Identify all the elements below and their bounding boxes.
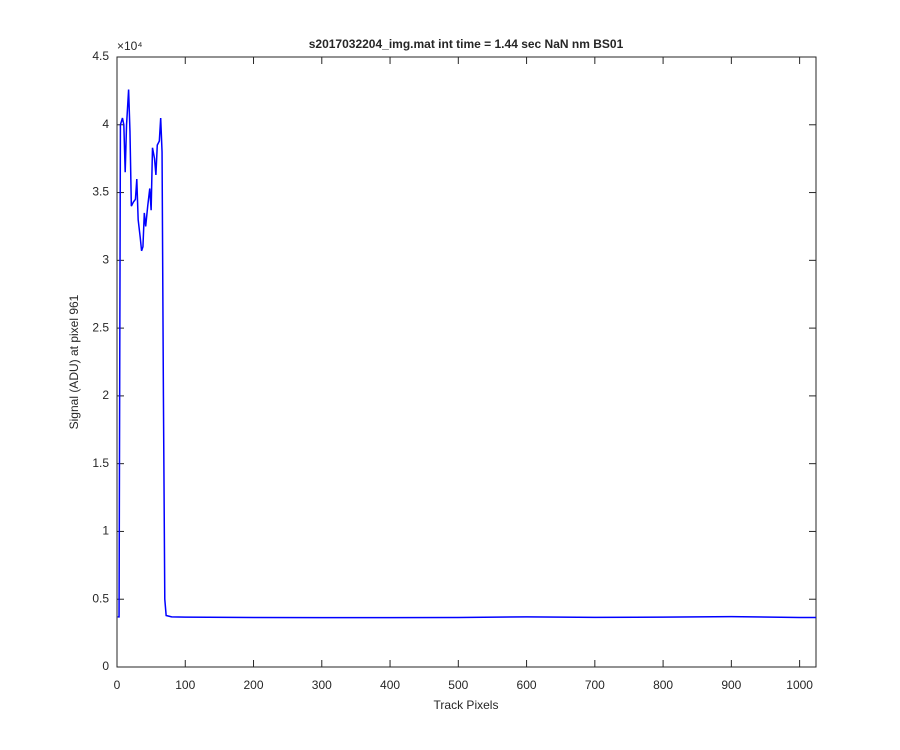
x-tick-label: 400 bbox=[380, 678, 400, 692]
chart-title: s2017032204_img.mat int time = 1.44 sec … bbox=[309, 37, 624, 51]
y-exponent: ×10⁴ bbox=[117, 39, 143, 53]
y-tick-label: 0 bbox=[102, 659, 109, 673]
x-tick-label: 200 bbox=[244, 678, 264, 692]
y-tick-label: 4.5 bbox=[92, 49, 109, 63]
y-tick-label: 3.5 bbox=[92, 185, 109, 199]
y-tick-label: 1.5 bbox=[92, 456, 109, 470]
x-tick-label: 0 bbox=[114, 678, 121, 692]
x-tick-label: 600 bbox=[517, 678, 537, 692]
y-tick-label: 2 bbox=[102, 388, 109, 402]
y-tick-label: 1 bbox=[102, 524, 109, 538]
x-tick-label: 800 bbox=[653, 678, 673, 692]
x-tick-label: 700 bbox=[585, 678, 605, 692]
x-tick-label: 100 bbox=[175, 678, 195, 692]
y-tick-label: 0.5 bbox=[92, 591, 109, 605]
data-line bbox=[117, 89, 816, 619]
y-axis-label: Signal (ADU) at pixel 961 bbox=[67, 294, 81, 429]
x-axis-label: Track Pixels bbox=[434, 698, 499, 712]
y-tick-label: 3 bbox=[102, 253, 109, 267]
y-tick-label: 4 bbox=[102, 117, 109, 131]
x-tick-label: 900 bbox=[721, 678, 741, 692]
x-tick-label: 1000 bbox=[786, 678, 813, 692]
x-tick-label: 500 bbox=[448, 678, 468, 692]
axes-box bbox=[116, 56, 817, 668]
x-tick-label: 300 bbox=[312, 678, 332, 692]
y-tick-label: 2.5 bbox=[92, 320, 109, 334]
